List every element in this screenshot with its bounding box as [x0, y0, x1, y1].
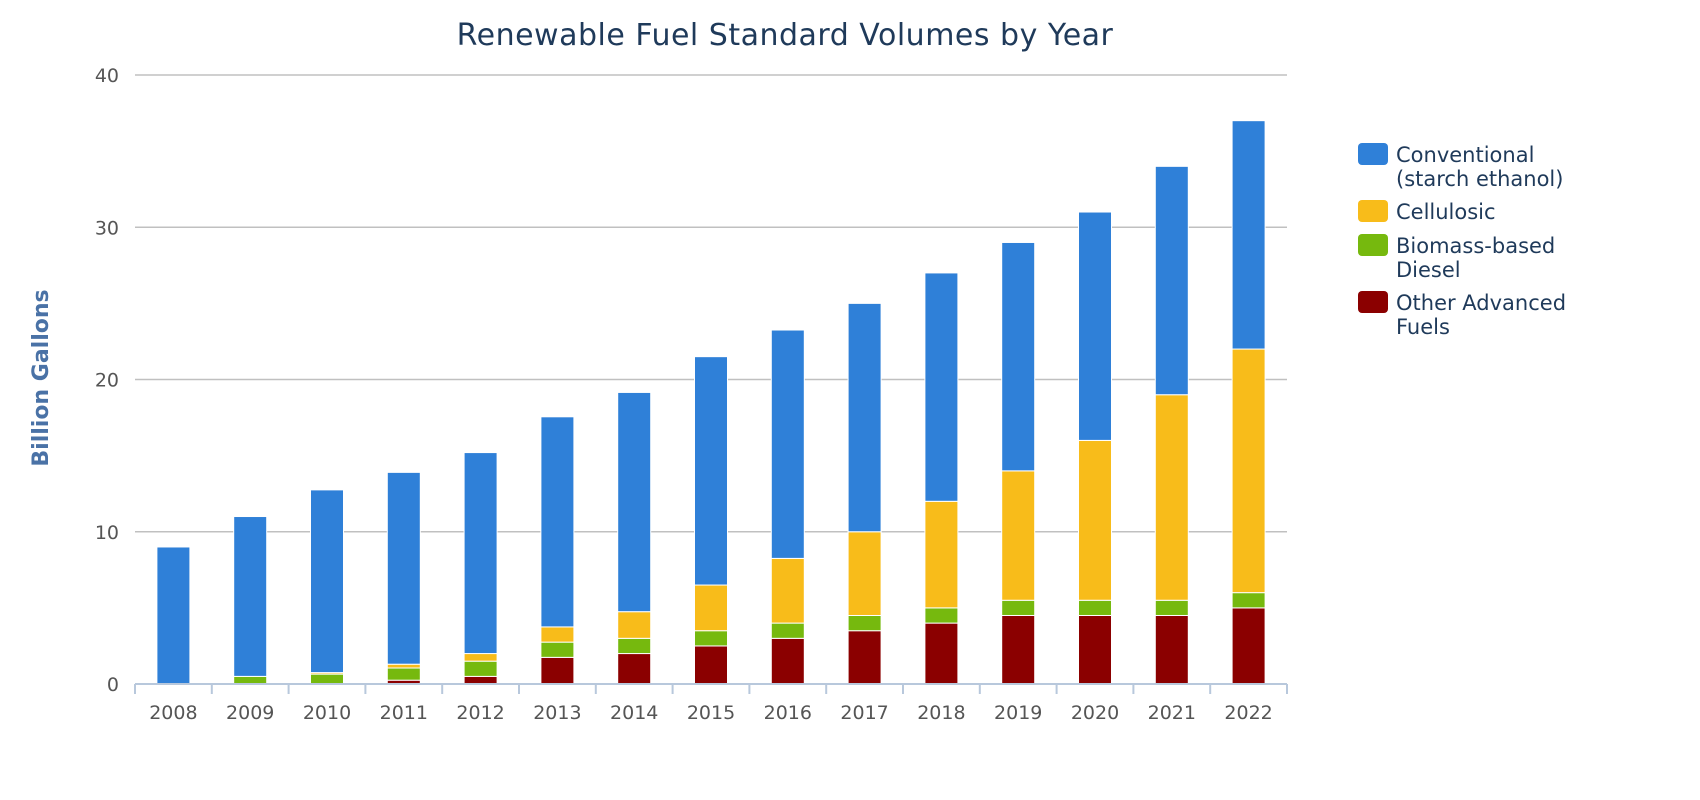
legend: Conventional (starch ethanol) Cellulosic Bi… [1358, 143, 1566, 339]
bar-segment [1001, 599, 1036, 616]
bar-segment [617, 611, 652, 639]
y-tick-label: 10 [95, 522, 119, 544]
bar-segment [1001, 614, 1036, 685]
legend-swatch [1358, 234, 1388, 256]
bar-segment [386, 663, 421, 669]
bar-segment [770, 557, 805, 624]
x-tick-label: 2018 [917, 702, 965, 724]
bar-segment [310, 489, 344, 674]
x-tick-label: 2010 [303, 702, 351, 724]
bar-segment [310, 673, 344, 685]
bar-segment [1231, 592, 1266, 609]
x-tick-label: 2008 [149, 702, 197, 724]
bar-segment [1001, 241, 1036, 472]
bar-segment [1078, 439, 1112, 601]
bar-segment [540, 656, 575, 685]
legend-swatch [1358, 200, 1388, 222]
legend-swatch [1358, 291, 1388, 313]
bar-segment [770, 637, 805, 685]
bar-segment [847, 302, 882, 533]
x-tick-label: 2013 [533, 702, 581, 724]
bar-segment [1231, 120, 1266, 350]
bar-segment [1154, 394, 1189, 601]
legend-item[interactable]: Cellulosic [1358, 200, 1496, 224]
bar-segment [770, 329, 805, 559]
bar-segment [924, 622, 959, 685]
x-tick-label: 2020 [1071, 702, 1119, 724]
bar-segment [847, 531, 882, 616]
x-tick-label: 2012 [456, 702, 504, 724]
y-tick-label: 30 [95, 217, 119, 239]
bar-segment [617, 653, 652, 685]
legend-item[interactable]: Conventional (starch ethanol) [1358, 143, 1563, 191]
bar-segment [1154, 165, 1189, 396]
bar-segment [694, 630, 728, 647]
bar-segment [386, 471, 421, 665]
y-tick-label: 40 [95, 65, 119, 87]
bar-segment [694, 356, 728, 586]
bar-segment [1231, 348, 1266, 594]
bar-segment [770, 622, 805, 639]
x-tick-label: 2015 [687, 702, 735, 724]
bar-segment [847, 630, 882, 685]
bar-segment [233, 675, 268, 685]
bar-segment [1078, 211, 1112, 441]
bar-segment [847, 614, 882, 632]
y-tick-label: 0 [107, 674, 119, 696]
bar-segment [924, 500, 959, 609]
bar-segment [924, 272, 959, 502]
bar-segment [1154, 599, 1189, 616]
bar-segment [540, 416, 575, 628]
bar-segment [540, 641, 575, 658]
y-axis-label: Billion Gallons [29, 289, 54, 466]
bar-segment [463, 675, 498, 685]
bar-segment [233, 516, 268, 677]
legend-label: Cellulosic [1396, 200, 1496, 224]
y-tick-label: 20 [95, 370, 119, 392]
bar-segment [1231, 607, 1266, 685]
bar-segment [694, 645, 728, 685]
bar-segment [1154, 614, 1189, 685]
x-tick-label: 2014 [610, 702, 658, 724]
x-tick-label: 2019 [994, 702, 1042, 724]
bar-segment [156, 546, 191, 685]
legend-item[interactable]: Biomass-based Diesel [1358, 234, 1555, 282]
bar-segment [924, 607, 959, 624]
legend-label: Conventional (starch ethanol) [1396, 143, 1563, 191]
legend-item[interactable]: Other Advanced Fuels [1358, 291, 1566, 339]
x-tick-label: 2021 [1148, 702, 1196, 724]
legend-label: Other Advanced Fuels [1396, 291, 1566, 339]
x-tick-label: 2017 [840, 702, 888, 724]
bar-segment [1078, 599, 1112, 616]
legend-swatch [1358, 143, 1388, 165]
x-tick-label: 2009 [226, 702, 274, 724]
bar-segment [386, 667, 421, 681]
chart-title: Renewable Fuel Standard Volumes by Year [457, 18, 1114, 53]
x-tick-label: 2011 [380, 702, 428, 724]
x-tick-label: 2016 [764, 702, 812, 724]
bars [156, 120, 1266, 685]
bar-segment [463, 660, 498, 677]
bar-segment [540, 626, 575, 643]
legend-label: Biomass-based Diesel [1396, 234, 1555, 282]
bar-segment [694, 584, 728, 632]
bar-segment [617, 637, 652, 655]
bar-segment [617, 391, 652, 613]
bar-segment [1001, 470, 1036, 601]
x-tick-label: 2022 [1224, 702, 1272, 724]
x-axis: 2008 2009 2010 2011 2012 2013 2014 2015 2016 2017… [134, 683, 1288, 724]
bar-segment [463, 653, 498, 662]
bar-segment [463, 452, 498, 655]
bar-segment [1078, 614, 1112, 685]
